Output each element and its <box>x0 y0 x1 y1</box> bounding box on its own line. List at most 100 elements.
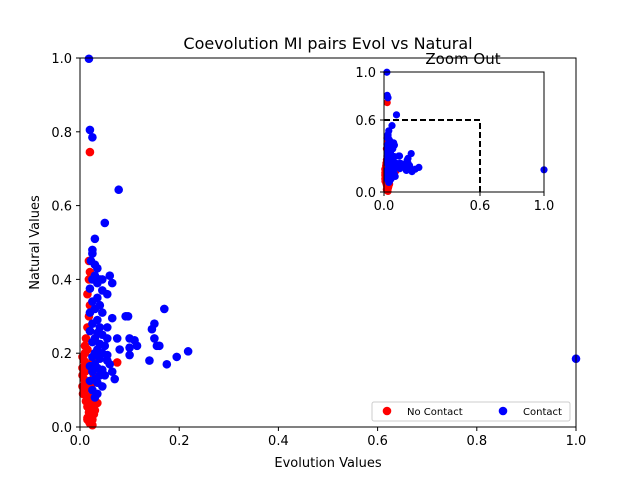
point-contact <box>105 271 115 281</box>
inset-zoom-box <box>384 119 481 192</box>
inset-y-tick-label: 1.0 <box>355 66 376 81</box>
point-contact <box>93 278 102 288</box>
point-contact <box>110 374 120 384</box>
inset-point-contact <box>402 166 410 174</box>
y-axis-label: Natural Values <box>28 195 43 290</box>
point-contact <box>102 323 112 332</box>
inset-point-contact <box>392 159 400 167</box>
y-tick-label: 0.0 <box>51 421 72 436</box>
chart-title: Coevolution MI pairs Evol vs Natural <box>183 34 472 53</box>
inset-y-tick-label: 0.6 <box>355 114 376 129</box>
point-contact <box>162 359 172 369</box>
point-contact <box>112 334 122 343</box>
inset-point-contact <box>392 111 401 119</box>
inset-point-contact <box>415 163 423 171</box>
point-contact <box>102 350 112 360</box>
legend-label-no-contact: No Contact <box>407 407 463 418</box>
y-tick-label: 0.2 <box>51 347 72 362</box>
y-tick-label: 0.4 <box>51 273 72 288</box>
point-contact <box>125 350 134 360</box>
point-contact <box>98 382 107 391</box>
main-y-ticks: 0.0 0.2 0.4 0.6 0.8 1.0 <box>51 52 80 436</box>
point-contact <box>172 352 182 362</box>
point-contact <box>95 354 105 364</box>
main-plot-points <box>78 54 581 430</box>
point-contact <box>160 304 169 314</box>
inset-x-tick-label: 1.0 <box>534 199 555 214</box>
point-contact <box>100 371 110 380</box>
legend-label-contact: Contact <box>523 407 562 418</box>
point-contact <box>107 278 117 288</box>
inset-plot-frame <box>383 71 545 193</box>
inset-point-contact <box>388 122 396 130</box>
legend-box <box>371 401 571 422</box>
y-tick-label: 1.0 <box>51 52 72 67</box>
inset-point-no-contact <box>382 186 390 194</box>
inset-point-contact <box>395 152 404 160</box>
inset-x-tick-label: 0.6 <box>470 199 491 214</box>
point-contact <box>150 334 159 343</box>
legend-marker-no-contact <box>382 406 392 416</box>
point-contact <box>88 297 97 306</box>
point-contact <box>100 341 110 351</box>
point-no-contact <box>85 398 95 408</box>
point-contact <box>88 337 97 347</box>
x-tick-label: 0.0 <box>70 434 91 449</box>
point-contact <box>107 313 117 323</box>
point-contact <box>93 264 102 273</box>
point-contact <box>88 133 97 142</box>
point-contact <box>155 341 164 351</box>
main-plot-frame <box>79 57 577 428</box>
point-contact <box>183 347 193 356</box>
point-contact <box>88 319 97 328</box>
point-contact <box>90 234 100 244</box>
inset-point-contact <box>384 94 392 102</box>
point-contact <box>102 289 112 299</box>
x-axis-label: Evolution Values <box>274 456 381 471</box>
point-contact <box>115 345 124 354</box>
point-contact <box>90 393 100 402</box>
x-tick-label: 0.8 <box>466 434 487 449</box>
point-contact <box>107 367 117 376</box>
point-contact <box>105 359 115 369</box>
point-no-contact <box>81 334 91 343</box>
inset-point-contact <box>404 159 412 167</box>
inset-point-contact <box>407 150 415 158</box>
point-contact <box>88 352 97 362</box>
inset-point-contact <box>385 178 393 186</box>
point-no-contact <box>83 415 92 424</box>
point-contact <box>85 308 95 317</box>
point-contact <box>100 218 110 228</box>
legend-marker-contact <box>498 406 508 416</box>
point-contact <box>88 249 97 258</box>
x-tick-label: 0.4 <box>268 434 289 449</box>
point-contact <box>85 125 95 135</box>
inset-point-contact <box>388 171 396 179</box>
point-no-contact <box>112 358 122 367</box>
x-tick-label: 0.6 <box>367 434 388 449</box>
inset-background <box>384 72 544 192</box>
point-contact <box>132 341 142 351</box>
inset-plot-points <box>381 68 548 195</box>
x-tick-label: 0.2 <box>169 434 190 449</box>
x-tick-label: 1.0 <box>566 434 587 449</box>
point-no-contact <box>85 147 95 157</box>
point-contact <box>114 185 123 195</box>
point-contact <box>123 312 133 321</box>
point-contact <box>85 376 95 386</box>
point-contact <box>88 367 97 376</box>
point-contact <box>84 54 94 64</box>
point-contact <box>102 334 112 343</box>
point-contact <box>85 326 95 336</box>
legend: No Contact Contact <box>371 401 571 422</box>
y-tick-label: 0.8 <box>51 126 72 141</box>
point-contact <box>147 324 157 334</box>
point-contact <box>125 343 134 352</box>
main-x-ticks: 0.0 0.2 0.4 0.6 0.8 1.0 <box>70 427 587 449</box>
point-contact <box>85 284 95 293</box>
inset-x-tick-label: 0.0 <box>374 199 395 214</box>
inset-title: Zoom Out <box>425 50 500 68</box>
y-tick-label: 0.6 <box>51 200 72 215</box>
inset-y-tick-label: 0.0 <box>355 186 376 201</box>
